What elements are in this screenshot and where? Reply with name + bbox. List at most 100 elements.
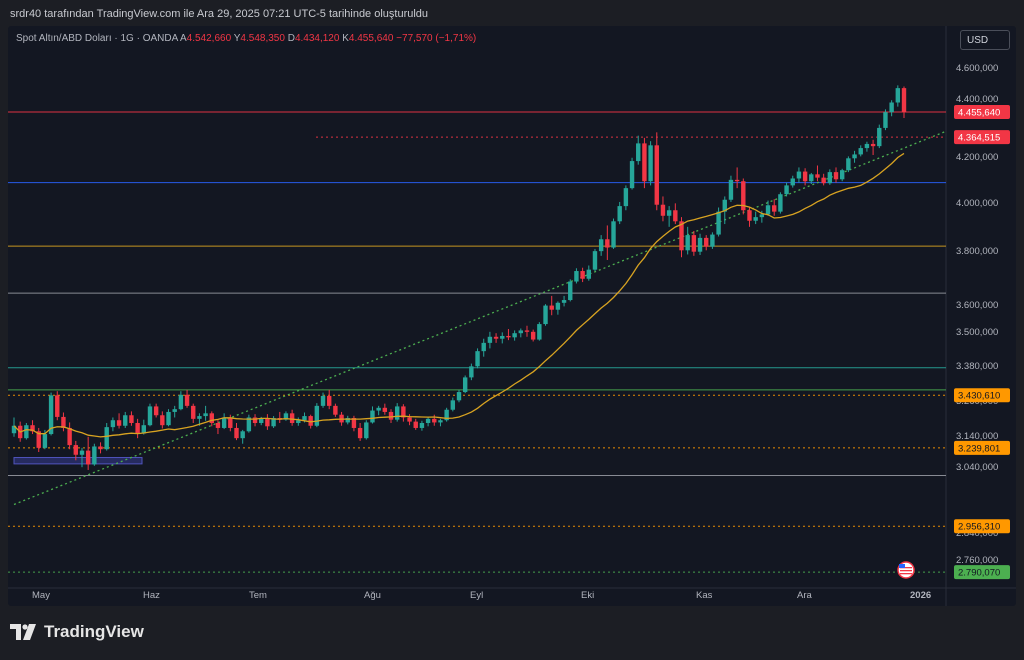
candle-body	[586, 269, 591, 279]
candle-body	[98, 446, 103, 450]
candle-body	[462, 377, 468, 393]
brand-name: TradingView	[44, 622, 144, 641]
candle-body	[209, 413, 214, 423]
candle-body	[308, 416, 313, 426]
candle-body	[889, 102, 894, 113]
candle-body	[283, 413, 289, 420]
candle-body	[67, 427, 72, 446]
candle-body	[802, 171, 808, 182]
open-value: 4.542,660	[186, 33, 232, 44]
candle-body	[648, 145, 653, 182]
candle-body	[561, 300, 567, 303]
candle-body	[605, 239, 610, 248]
candle-body	[654, 145, 659, 205]
candle-body	[833, 172, 839, 180]
low-value: 4.434,120	[294, 33, 340, 44]
candle-body	[252, 417, 258, 423]
chart-panel[interactable]: 4.600,000 4.400,000 4.200,000 4.000,000 3.80…	[8, 26, 1016, 606]
open-key: A	[179, 33, 187, 44]
symbol-legend: Spot Altın/ABD Doları · 1G · OANDA A4.54…	[16, 33, 476, 44]
close-value: 4.455,640	[348, 33, 394, 44]
candle-body	[178, 394, 184, 410]
y-tick-label: 3.800,000	[956, 246, 998, 257]
high-key: Y	[233, 33, 241, 44]
candle-body	[55, 395, 60, 417]
brand: TradingView	[10, 622, 144, 642]
candle-body	[778, 194, 783, 212]
candle-body	[129, 415, 134, 423]
candle-body	[716, 211, 721, 235]
y-tick-label: 4.400,000	[956, 94, 998, 105]
candle-body	[61, 416, 66, 428]
price-tag	[954, 130, 1010, 145]
candle-body	[685, 235, 690, 251]
x-tick-label: 2026	[910, 590, 931, 601]
candle-body	[858, 148, 863, 155]
candle-body	[728, 179, 734, 200]
currency-button[interactable]: USD	[960, 30, 1010, 50]
candle-body	[370, 410, 375, 423]
candlestick-chart[interactable]: 4.600,000 4.400,000 4.200,000 4.000,000 3.80…	[8, 26, 1016, 606]
close-key: K	[342, 33, 349, 44]
candle-body	[827, 172, 833, 184]
candle-body	[296, 420, 301, 423]
candle-body	[796, 171, 802, 179]
high-value: 4.548,350	[240, 33, 285, 44]
candle-body	[221, 417, 227, 428]
candle-body	[679, 221, 684, 251]
y-tick-label: 2.840,000	[956, 528, 998, 539]
candle-body	[500, 335, 505, 339]
candle-body	[333, 405, 338, 415]
price-tag	[954, 440, 1010, 455]
y-tick-label: 3.500,000	[956, 327, 998, 338]
candle-body	[617, 206, 622, 222]
y-tick-label: 3.040,000	[956, 462, 998, 473]
candle-body	[636, 143, 641, 162]
candle-body	[191, 405, 196, 419]
candle-body	[184, 394, 190, 406]
candle-body	[537, 324, 542, 340]
candle-body	[401, 406, 406, 418]
candle-body	[475, 351, 480, 367]
highlight-box	[13, 457, 143, 465]
candle-body	[376, 407, 381, 411]
candle-body	[11, 425, 17, 434]
candle-body	[110, 420, 116, 428]
x-tick-label: Haz	[143, 590, 160, 601]
candle-body	[809, 174, 814, 182]
candle-body	[271, 418, 276, 427]
candle-body	[660, 204, 666, 216]
candle-body	[24, 425, 29, 439]
y-tick-label: 2.760,000	[956, 555, 998, 566]
candle-body	[73, 445, 79, 455]
candle-body	[493, 336, 499, 339]
candle-body	[741, 181, 746, 211]
candle-body	[79, 450, 85, 455]
x-tick-label: Eki	[581, 590, 594, 601]
candle-body	[104, 427, 109, 450]
candle-body	[302, 416, 307, 421]
price-tag-label: 2.956,310	[958, 522, 1000, 533]
symbol-name[interactable]: Spot Altın/ABD Doları · 1G · OANDA	[16, 33, 178, 44]
candle-body	[116, 420, 122, 426]
candle-body	[815, 174, 820, 178]
candle-body	[747, 210, 752, 221]
candle-body	[92, 446, 97, 465]
candle-body	[172, 409, 177, 412]
x-tick-label: Kas	[696, 590, 713, 601]
candle-body	[895, 88, 901, 103]
candle-body	[320, 395, 326, 406]
price-tag	[954, 565, 1010, 580]
candle-body	[123, 415, 128, 426]
candle-body	[611, 221, 616, 248]
candle-body	[580, 271, 585, 279]
y-tick-label: 3.600,000	[956, 300, 998, 311]
y-tick-label: 3.380,000	[956, 361, 998, 372]
candle-body	[864, 143, 870, 149]
candle-body	[784, 185, 789, 195]
price-tag-label: 3.430,610	[958, 391, 1000, 402]
candle-body	[734, 179, 740, 182]
candle-body	[265, 418, 270, 427]
candle-body	[821, 177, 826, 184]
candle-body	[574, 271, 579, 282]
